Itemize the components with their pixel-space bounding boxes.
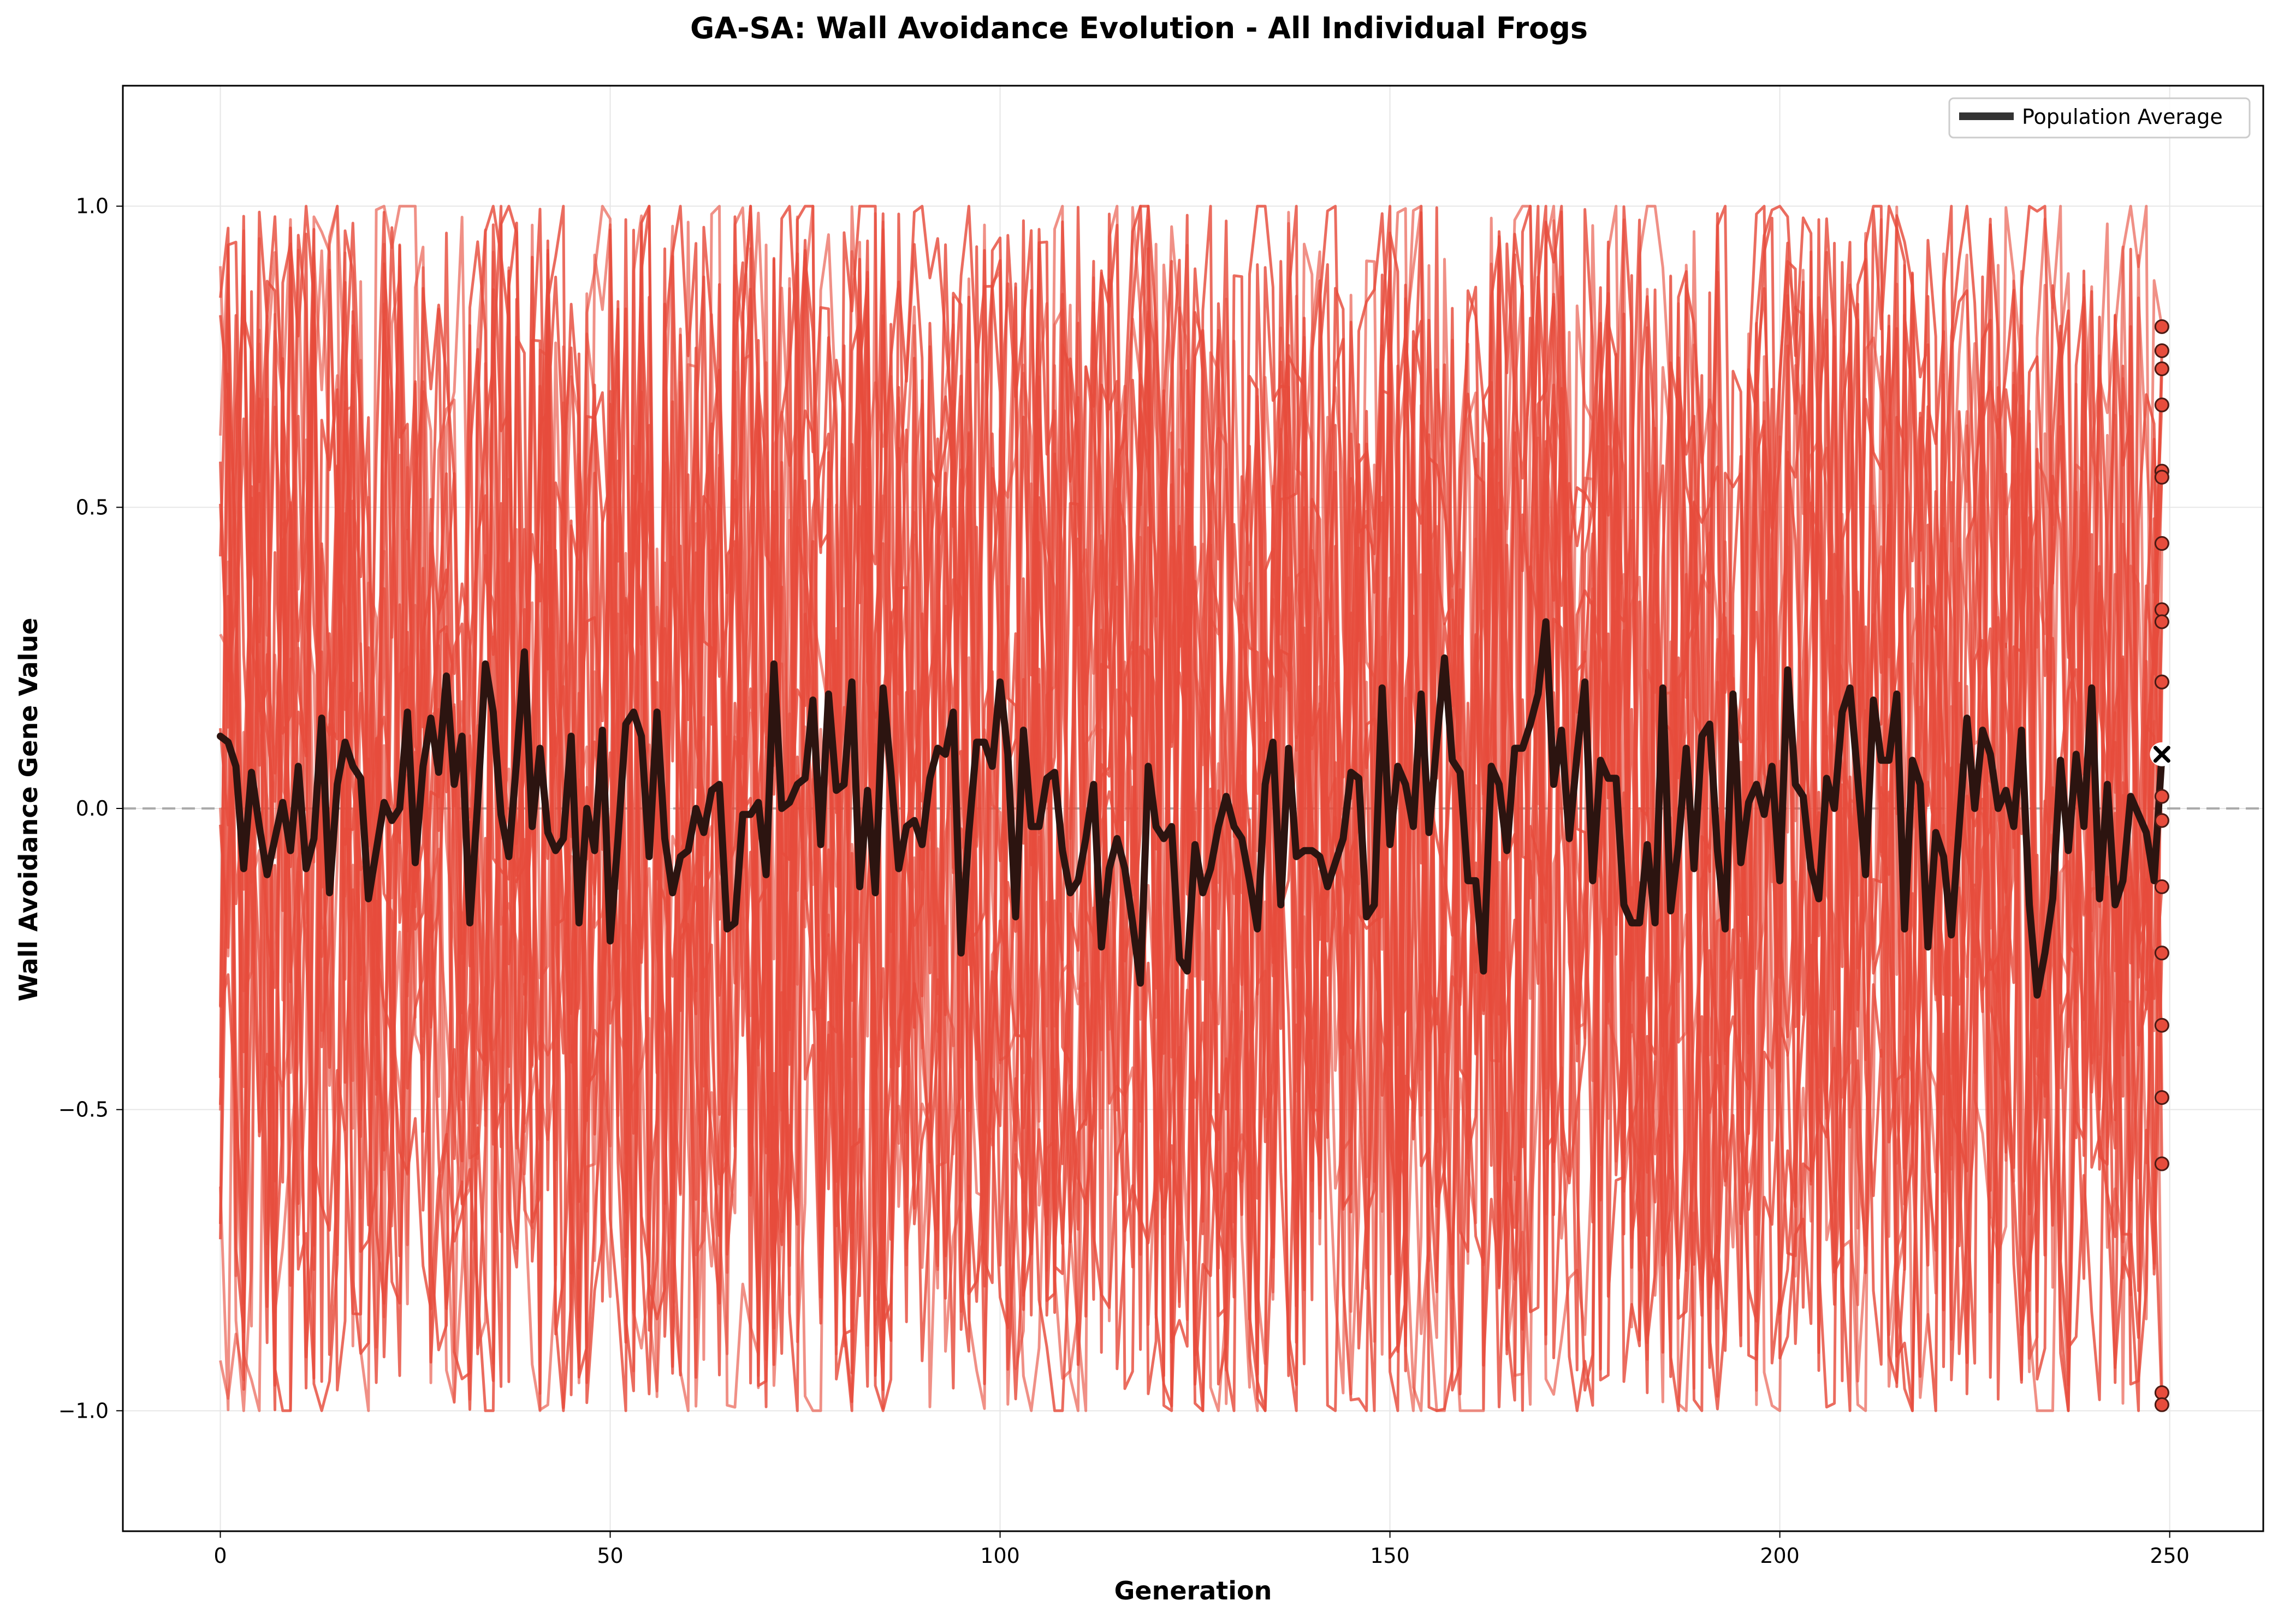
final-value-marker [2154,674,2169,689]
y-tick-label: 0.5 [76,495,109,519]
final-value-marker [2154,319,2169,334]
final-value-marker [2154,602,2169,617]
x-tick-label: 200 [1760,1544,1800,1568]
final-value-marker [2154,1156,2169,1171]
final-value-marker [2154,1385,2169,1400]
x-tick-label: 50 [597,1544,623,1568]
y-tick-label: −0.5 [58,1098,109,1122]
y-tick-label: 0.0 [76,796,109,820]
final-value-marker [2154,343,2169,358]
final-value-marker [2154,813,2169,828]
individual-series-line [219,205,2163,1412]
x-axis-label: Generation [1114,1576,1272,1605]
final-value-marker [2154,469,2169,485]
final-value-marker [2154,879,2169,894]
legend-box [1948,97,2251,139]
final-markers-group [2150,319,2174,1412]
y-tick-label: −1.0 [58,1399,109,1423]
average-series-group [217,618,2166,999]
final-value-marker [2154,1397,2169,1412]
final-value-marker [2154,361,2169,377]
y-tick-label: 1.0 [76,194,109,218]
legend: Population Average [1948,97,2251,139]
final-value-marker [2154,945,2169,961]
axis-ticks: 0 50 100 150 200 250 −1.0 −0.5 0.0 0.5 1.0 [58,194,2190,1568]
final-value-marker [2154,1018,2169,1033]
final-average-x-mark [2153,746,2170,763]
final-value-marker [2154,1090,2169,1105]
x-tick-label: 0 [213,1544,227,1568]
final-value-marker [2154,536,2169,551]
x-tick-label: 150 [1370,1544,1410,1568]
x-tick-label: 250 [2150,1544,2190,1568]
legend-label: Population Average [2022,105,2223,129]
average-series-line [217,618,2166,999]
x-tick-label: 100 [980,1544,1020,1568]
final-value-marker [2154,614,2169,629]
final-value-marker [2154,789,2169,804]
final-value-marker [2154,397,2169,413]
chart-title: GA-SA: Wall Avoidance Evolution - All In… [690,11,1588,45]
y-axis-label: Wall Avoidance Gene Value [14,618,43,1002]
